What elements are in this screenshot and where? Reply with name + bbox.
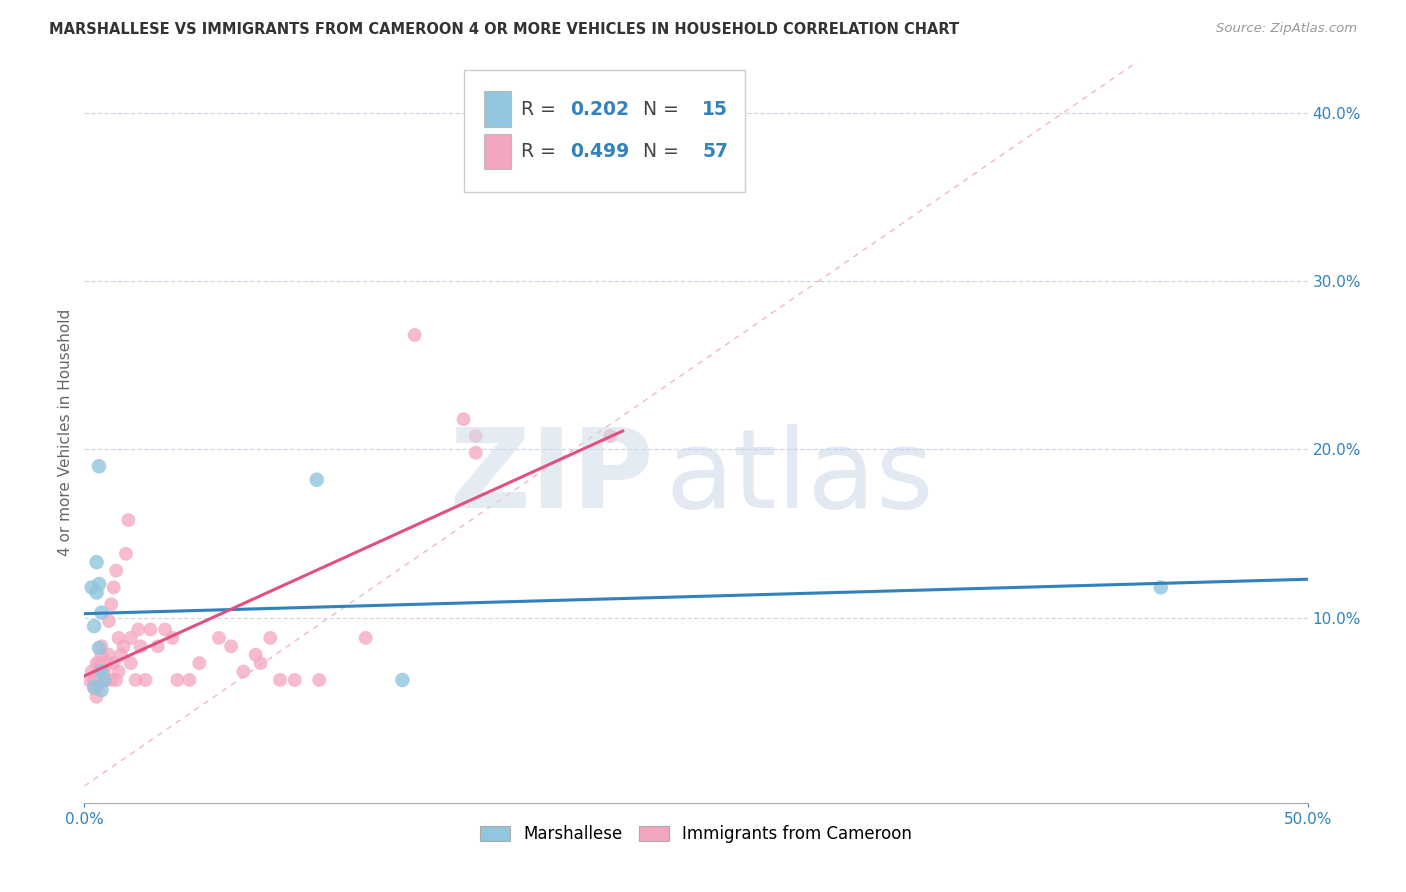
Point (188, 656, 211, 670)
Point (110, 648, 132, 662)
Point (96, 656, 118, 670)
Point (120, 631, 142, 645)
Point (87, 656, 110, 670)
Point (127, 623, 149, 637)
Text: N =: N = (631, 100, 685, 119)
Point (232, 665, 254, 679)
Point (100, 597, 122, 611)
Point (125, 673, 148, 687)
Text: 57: 57 (702, 142, 728, 161)
Text: R =: R = (522, 142, 562, 161)
Point (259, 631, 281, 645)
Point (166, 673, 188, 687)
Point (464, 429, 486, 443)
Point (464, 446, 486, 460)
Point (135, 673, 157, 687)
Point (129, 640, 152, 654)
Point (83, 680, 105, 694)
Point (391, 673, 413, 687)
Point (107, 631, 129, 645)
Point (453, 412, 475, 426)
Point (107, 665, 129, 679)
Point (97, 648, 120, 662)
Point (100, 673, 122, 687)
Point (219, 640, 242, 654)
Text: 15: 15 (702, 100, 728, 119)
Point (87, 665, 110, 679)
Point (90, 606, 112, 620)
Point (83, 673, 105, 687)
Point (120, 656, 142, 670)
Text: ZIP: ZIP (450, 424, 654, 531)
Point (87, 577, 110, 591)
Point (208, 631, 231, 645)
Point (105, 673, 128, 687)
Text: Source: ZipAtlas.com: Source: ZipAtlas.com (1216, 22, 1357, 36)
Point (93, 665, 115, 679)
Point (86, 690, 108, 704)
Point (146, 640, 169, 654)
Text: 0.202: 0.202 (569, 100, 628, 119)
Point (249, 656, 271, 670)
Bar (484, 134, 512, 169)
Point (93, 673, 115, 687)
Point (117, 513, 139, 527)
Point (90, 640, 112, 654)
Point (87, 459, 110, 474)
Point (103, 656, 125, 670)
Point (97, 614, 120, 628)
Point (284, 673, 307, 687)
Point (599, 429, 621, 443)
Text: N =: N = (631, 142, 685, 161)
Point (245, 648, 267, 662)
Point (86, 681, 108, 696)
Point (308, 673, 330, 687)
Point (86, 656, 108, 670)
Text: MARSHALLESE VS IMMIGRANTS FROM CAMEROON 4 OR MORE VEHICLES IN HOUSEHOLD CORRELAT: MARSHALLESE VS IMMIGRANTS FROM CAMEROON … (49, 22, 959, 37)
Point (80, 665, 103, 679)
Legend: Marshallese, Immigrants from Cameroon: Marshallese, Immigrants from Cameroon (472, 819, 920, 850)
Point (305, 473, 328, 487)
Point (103, 581, 125, 595)
Point (96, 673, 118, 687)
Point (112, 640, 135, 654)
Text: R =: R = (522, 100, 562, 119)
Point (90, 648, 112, 662)
Point (77, 673, 100, 687)
Point (83, 619, 105, 633)
Point (83, 681, 105, 696)
Point (86, 585, 108, 599)
Point (80, 581, 103, 595)
Text: 0.499: 0.499 (569, 142, 630, 161)
Point (153, 623, 176, 637)
Point (1150, 581, 1173, 595)
Text: atlas: atlas (665, 424, 934, 531)
Y-axis label: 4 or more Vehicles in Household: 4 or more Vehicles in Household (58, 309, 73, 557)
Point (269, 673, 291, 687)
Point (179, 673, 201, 687)
Bar (484, 91, 512, 127)
Point (354, 631, 377, 645)
Point (93, 673, 115, 687)
Point (139, 623, 162, 637)
Point (86, 555, 108, 569)
Point (404, 328, 426, 343)
Point (87, 640, 110, 655)
Point (105, 564, 128, 578)
FancyBboxPatch shape (464, 70, 745, 192)
Point (90, 683, 112, 698)
Point (90, 665, 112, 679)
Point (115, 547, 138, 561)
Point (162, 631, 184, 645)
